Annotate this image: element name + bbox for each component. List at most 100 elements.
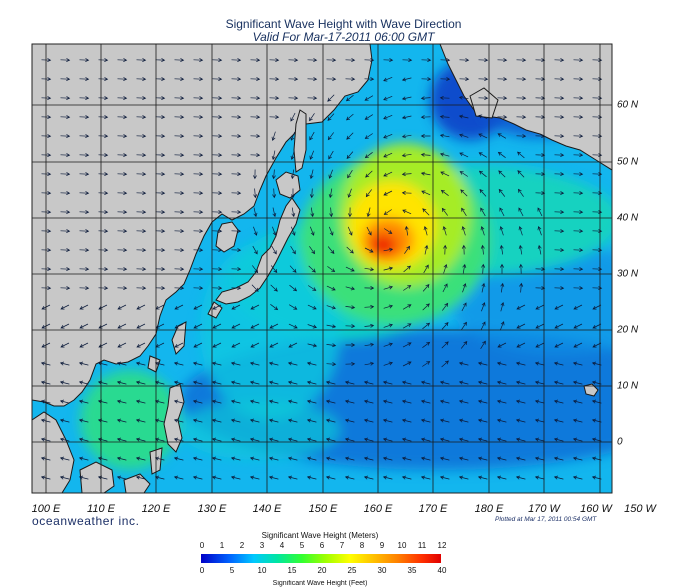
direction-arrow bbox=[573, 229, 584, 234]
direction-arrow bbox=[329, 207, 334, 218]
direction-arrow bbox=[173, 361, 184, 366]
direction-arrow bbox=[534, 399, 545, 404]
direction-arrow bbox=[79, 229, 90, 234]
direction-arrow bbox=[270, 304, 279, 311]
direction-arrow bbox=[383, 171, 393, 177]
direction-arrow bbox=[79, 172, 90, 177]
direction-arrow bbox=[231, 134, 242, 139]
direction-arrow bbox=[480, 321, 486, 331]
legend-subtitle: Significant Wave Height (Feet) bbox=[272, 580, 368, 587]
direction-arrow bbox=[193, 172, 204, 177]
direction-arrow bbox=[117, 115, 128, 120]
direction-arrow bbox=[174, 77, 185, 82]
direction-arrow bbox=[60, 96, 71, 101]
direction-arrow bbox=[212, 172, 223, 177]
direction-arrow bbox=[306, 456, 317, 461]
direction-arrow bbox=[326, 343, 337, 348]
direction-arrow bbox=[326, 77, 337, 82]
direction-arrow bbox=[252, 245, 258, 255]
direction-arrow bbox=[59, 361, 70, 366]
direction-arrow bbox=[328, 188, 333, 199]
direction-arrow bbox=[345, 324, 356, 329]
direction-arrow bbox=[401, 475, 412, 480]
direction-arrow bbox=[117, 342, 127, 348]
direction-arrow bbox=[496, 380, 507, 385]
direction-arrow bbox=[439, 133, 450, 138]
direction-arrow bbox=[272, 207, 277, 218]
direction-arrow bbox=[117, 323, 127, 329]
direction-arrow bbox=[439, 399, 450, 404]
direction-arrow bbox=[554, 286, 565, 291]
direction-arrow bbox=[462, 283, 467, 293]
direction-arrow bbox=[573, 115, 584, 120]
direction-arrow bbox=[535, 172, 546, 177]
direction-arrow bbox=[383, 133, 393, 139]
direction-arrow bbox=[481, 282, 486, 293]
direction-arrow bbox=[230, 418, 241, 423]
direction-arrow bbox=[155, 229, 166, 234]
direction-arrow bbox=[155, 134, 166, 139]
direction-arrow bbox=[230, 380, 241, 385]
lat-label-50n: 50 N bbox=[617, 156, 639, 168]
meter-tick: 8 bbox=[359, 541, 365, 550]
direction-arrow bbox=[497, 115, 508, 120]
direction-arrow bbox=[459, 133, 469, 138]
direction-arrow bbox=[250, 77, 261, 82]
direction-arrow bbox=[458, 437, 469, 442]
direction-arrow bbox=[117, 96, 128, 101]
direction-arrow bbox=[401, 190, 412, 195]
direction-arrow bbox=[287, 418, 298, 423]
direction-arrow bbox=[268, 380, 279, 385]
direction-arrow bbox=[249, 475, 260, 480]
lat-label-40n: 40 N bbox=[617, 212, 639, 224]
direction-arrow bbox=[364, 152, 373, 159]
direction-arrow bbox=[136, 134, 147, 139]
direction-arrow bbox=[553, 361, 564, 366]
direction-arrow bbox=[135, 361, 146, 366]
direction-arrow bbox=[212, 286, 223, 291]
direction-arrow bbox=[212, 191, 223, 196]
direction-arrow bbox=[402, 342, 412, 348]
direction-arrow bbox=[78, 437, 89, 442]
direction-arrow bbox=[192, 475, 203, 480]
direction-arrow bbox=[60, 229, 71, 234]
direction-arrow bbox=[193, 286, 204, 291]
direction-arrow bbox=[459, 152, 469, 158]
direction-arrow bbox=[402, 58, 413, 63]
direction-arrow bbox=[497, 58, 508, 63]
lon-label-150w: 150 W bbox=[624, 503, 656, 515]
lat-label-10n: 10 N bbox=[617, 380, 639, 392]
direction-arrow bbox=[60, 77, 71, 82]
direction-arrow bbox=[500, 282, 505, 293]
direction-arrow bbox=[440, 58, 451, 63]
direction-arrow bbox=[535, 323, 545, 329]
direction-arrow bbox=[155, 172, 166, 177]
direction-arrow bbox=[443, 244, 448, 255]
direction-arrow bbox=[345, 77, 356, 82]
direction-arrow bbox=[363, 456, 374, 461]
direction-arrow bbox=[309, 226, 315, 236]
direction-arrow bbox=[383, 342, 393, 347]
direction-arrow bbox=[289, 265, 297, 273]
direction-arrow bbox=[287, 361, 298, 366]
direction-arrow bbox=[458, 361, 469, 366]
direction-arrow bbox=[477, 380, 488, 385]
direction-arrow bbox=[477, 418, 488, 423]
direction-arrow bbox=[382, 418, 393, 423]
direction-arrow bbox=[250, 323, 260, 329]
feet-tick: 35 bbox=[407, 566, 417, 575]
direction-arrow bbox=[477, 475, 488, 480]
direction-arrow bbox=[250, 134, 261, 139]
direction-arrow bbox=[458, 418, 469, 423]
direction-arrow bbox=[480, 207, 486, 217]
direction-arrow bbox=[252, 169, 257, 180]
direction-arrow bbox=[270, 265, 278, 274]
direction-arrow bbox=[515, 456, 526, 461]
direction-arrow bbox=[249, 361, 260, 366]
direction-arrow bbox=[499, 263, 505, 274]
direction-arrow bbox=[212, 342, 222, 348]
direction-arrow bbox=[269, 115, 280, 120]
direction-arrow bbox=[496, 399, 507, 404]
direction-arrow bbox=[478, 170, 487, 178]
legend-title: Significant Wave Height (Meters) bbox=[261, 531, 379, 540]
